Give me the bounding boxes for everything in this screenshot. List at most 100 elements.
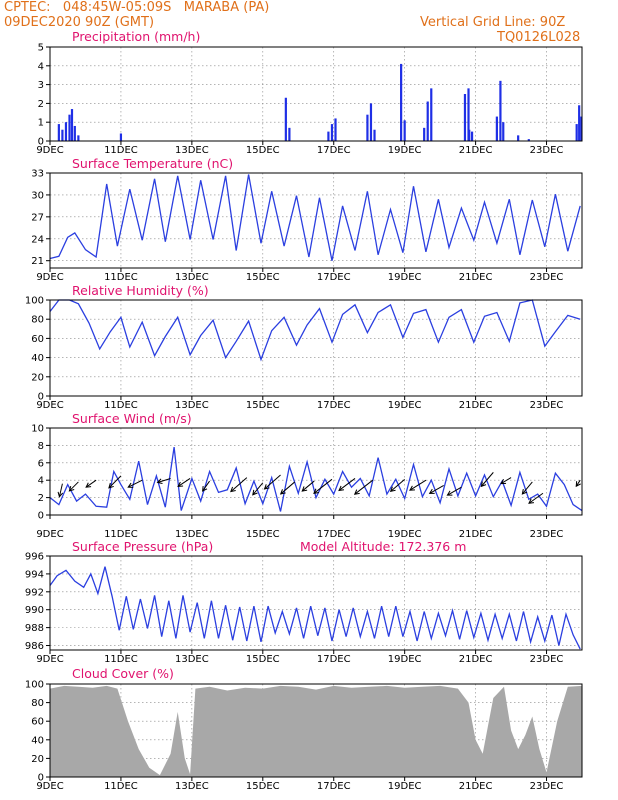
x-tick-label: 9DEC	[36, 781, 63, 792]
wind-arrow-head	[575, 481, 581, 488]
precip-bar	[334, 118, 337, 141]
precip-bar	[467, 88, 470, 141]
wind-arrow-head	[521, 488, 528, 495]
wind-arrow-head	[177, 481, 184, 488]
x-tick-label: 13DEC	[175, 529, 209, 540]
wind-arrow-head	[446, 490, 453, 496]
header-location: CPTEC: 048:45W-05:09S MARABA (PA)	[4, 0, 270, 15]
wind-arrow-head	[127, 482, 134, 488]
y-tick-label: 0	[38, 773, 44, 784]
x-tick-label: 23DEC	[530, 272, 564, 283]
wind-arrow-head	[68, 486, 75, 492]
wind-arrow-head	[252, 489, 258, 496]
wind-arrow-head	[57, 491, 64, 498]
wind-arrow	[480, 472, 494, 487]
y-tick-label: 4	[38, 61, 44, 72]
wind-arrow	[500, 477, 512, 485]
x-tick-label: 11DEC	[104, 654, 138, 665]
x-tick-label: 15DEC	[246, 400, 280, 411]
precip-bar	[463, 94, 467, 141]
y-tick-label: 20	[31, 754, 44, 765]
wind-arrow	[252, 482, 264, 496]
y-tick-label: 30	[31, 190, 44, 201]
panel-frame	[49, 427, 583, 516]
wind-arrow	[521, 481, 533, 495]
y-tick-label: 5	[38, 43, 44, 54]
header-model-id: TQ0126L028	[497, 30, 581, 45]
panel-5: 0 20 40 60 80 100 9DEC 11DEC 13DEC 15DEC 17DEC 19DE…	[25, 666, 583, 792]
x-tick-label: 9DEC	[36, 272, 63, 283]
x-tick-label: 13DEC	[175, 654, 209, 665]
x-tick-label: 23DEC	[530, 781, 564, 792]
wind-arrow	[528, 492, 544, 504]
wind-arrow	[313, 478, 333, 494]
wind-arrow-head	[409, 485, 415, 491]
panel-frame	[49, 683, 583, 778]
x-tick-label: 19DEC	[388, 654, 422, 665]
wind-arrow-head	[263, 484, 270, 490]
wind-arrow-head	[230, 486, 236, 493]
panel-frame	[49, 172, 583, 269]
x-tick-label: 17DEC	[317, 654, 351, 665]
x-tick-label: 9DEC	[36, 400, 63, 411]
precip-bar	[77, 135, 80, 141]
x-tick-label: 9DEC	[36, 145, 63, 156]
wind-arrow-head	[389, 486, 396, 493]
panel-frame	[49, 555, 583, 651]
y-tick-label: 6	[38, 458, 44, 469]
x-tick-label: 19DEC	[388, 781, 422, 792]
precip-bar	[366, 114, 369, 141]
wind-arrow	[409, 479, 427, 491]
x-tick-label: 13DEC	[175, 145, 209, 156]
panel-title: Surface Wind (m/s)	[72, 411, 192, 426]
wind-arrow	[301, 480, 315, 492]
precip-bar	[73, 125, 76, 141]
y-tick-label: 990	[25, 605, 44, 616]
panel-1: 21 24 27 30 33 9DEC 11DEC 13DEC 15DEC 17DEC 19DEC 2…	[31, 156, 583, 283]
wind-arrow-head	[480, 481, 487, 488]
precip-bar	[502, 122, 505, 141]
precip-bar	[527, 139, 530, 141]
precip-bar	[57, 124, 60, 141]
y-tick-label: 988	[25, 623, 44, 634]
x-tick-label: 15DEC	[246, 781, 280, 792]
precip-bar	[327, 131, 330, 141]
wind-arrow-head	[301, 486, 308, 492]
wind-arrow	[390, 478, 405, 492]
y-tick-label: 2	[38, 493, 44, 504]
precip-bar	[61, 129, 64, 141]
y-tick-label: 3	[38, 80, 44, 91]
x-tick-label: 23DEC	[530, 145, 564, 156]
wind-arrow	[127, 479, 143, 488]
precip-bar	[517, 135, 520, 141]
y-tick-label: 0	[38, 392, 44, 403]
x-tick-label: 15DEC	[246, 654, 280, 665]
y-tick-label: 1	[38, 118, 44, 129]
wind-arrow-head	[338, 485, 345, 492]
x-tick-label: 11DEC	[104, 781, 138, 792]
y-tick-label: 60	[31, 334, 44, 345]
wind-arrow	[429, 484, 444, 494]
wind-arrow	[354, 479, 374, 495]
precip-bar	[70, 109, 74, 141]
precip-bar	[423, 127, 426, 141]
panel-title: Surface Pressure (hPa)	[72, 539, 213, 554]
precip-bar	[575, 124, 578, 141]
y-tick-label: 986	[25, 641, 44, 652]
precip-bar	[64, 122, 68, 141]
series-line-3	[49, 447, 583, 512]
x-tick-label: 19DEC	[388, 145, 422, 156]
y-tick-label: 8	[38, 441, 44, 452]
y-tick-label: 100	[25, 680, 44, 691]
y-tick-label: 992	[25, 587, 44, 598]
panel-3: 0 2 4 6 8 10 9DEC 11DEC 13DEC 15DEC 17DEC 19DEC 21DE…	[31, 411, 583, 540]
y-tick-label: 24	[31, 234, 44, 245]
x-tick-label: 13DEC	[175, 272, 209, 283]
y-tick-label: 20	[31, 372, 44, 383]
y-tick-label: 4	[38, 476, 44, 487]
wind-arrow-head	[85, 482, 92, 488]
precip-bar	[369, 103, 373, 141]
x-tick-label: 13DEC	[175, 781, 209, 792]
y-tick-label: 27	[31, 212, 44, 223]
x-tick-label: 21DEC	[459, 529, 493, 540]
